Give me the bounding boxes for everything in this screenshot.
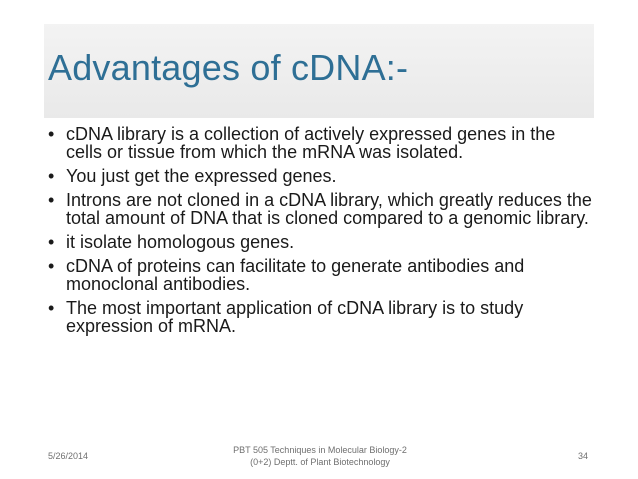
bullet-text: Introns are not cloned in a cDNA library… xyxy=(66,190,592,228)
bullet-item-4: • it isolate homologous genes. xyxy=(48,233,593,251)
bullet-list: • cDNA library is a collection of active… xyxy=(48,125,593,341)
title-band xyxy=(44,24,594,118)
footer-course-info: PBT 505 Techniques in Molecular Biology-… xyxy=(200,444,440,468)
bullet-item-5: • cDNA of proteins can facilitate to gen… xyxy=(48,257,593,293)
footer-date: 5/26/2014 xyxy=(48,451,89,461)
footer-page-number: 34 xyxy=(577,451,588,461)
bullet-text: The most important application of cDNA l… xyxy=(66,298,524,336)
bullet-marker: • xyxy=(48,232,55,252)
footer-course-line-1: PBT 505 Techniques in Molecular Biology-… xyxy=(233,445,407,455)
bullet-marker: • xyxy=(48,166,55,186)
bullet-marker: • xyxy=(48,256,55,276)
bullet-text: You just get the expressed genes. xyxy=(66,166,337,186)
slide-title: Advantages of cDNA:- xyxy=(48,47,409,88)
bullet-marker: • xyxy=(48,298,55,318)
bullet-text: cDNA of proteins can facilitate to gener… xyxy=(66,256,525,294)
bullet-item-2: • You just get the expressed genes. xyxy=(48,167,593,185)
bullet-item-6: • The most important application of cDNA… xyxy=(48,299,593,335)
bullet-text: cDNA library is a collection of actively… xyxy=(66,124,556,162)
bullet-text: it isolate homologous genes. xyxy=(66,232,295,252)
bullet-marker: • xyxy=(48,190,55,210)
footer-course-line-2: (0+2) Deptt. of Plant Biotechnology xyxy=(250,457,390,467)
bullet-item-3: • Introns are not cloned in a cDNA libra… xyxy=(48,191,593,227)
bullet-marker: • xyxy=(48,124,55,144)
bullet-item-1: • cDNA library is a collection of active… xyxy=(48,125,593,161)
